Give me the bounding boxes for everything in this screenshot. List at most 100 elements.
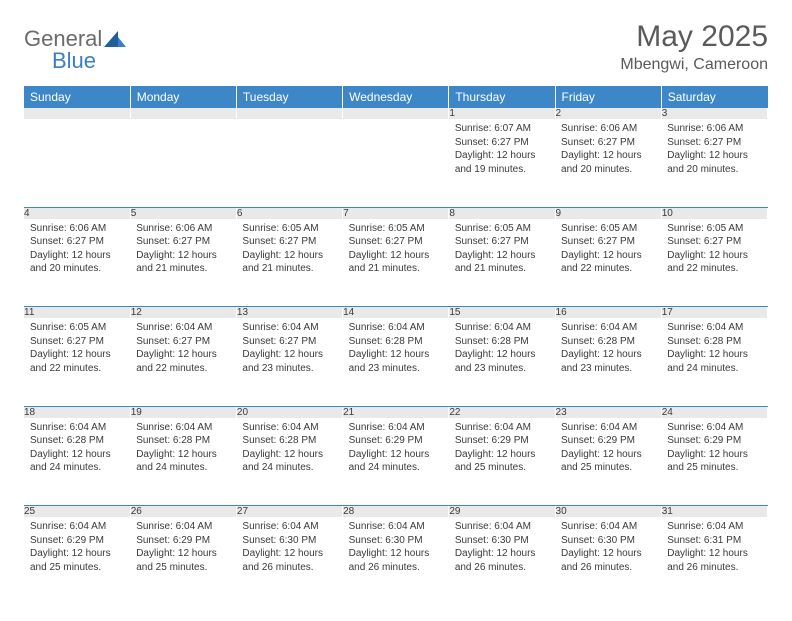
sunset-text: Sunset: 6:29 PM: [349, 434, 443, 448]
month-title: May 2025: [620, 20, 768, 54]
day-number: 9: [555, 208, 661, 219]
logo: GeneralBlue: [24, 20, 200, 74]
daynum-row: 25262728293031: [24, 506, 768, 517]
weekday-header: Saturday: [661, 86, 767, 108]
sunset-text: Sunset: 6:27 PM: [242, 335, 336, 349]
sunrise-text: Sunrise: 6:04 AM: [561, 520, 655, 534]
sunrise-text: Sunrise: 6:04 AM: [136, 321, 230, 335]
daylight-text: Daylight: 12 hours and 25 minutes.: [136, 547, 230, 574]
sunrise-text: Sunrise: 6:04 AM: [349, 520, 443, 534]
daylight-text: Daylight: 12 hours and 21 minutes.: [242, 249, 336, 276]
daynum-row: 123: [24, 108, 768, 119]
day-number: 12: [130, 307, 236, 318]
daylight-text: Daylight: 12 hours and 25 minutes.: [667, 448, 761, 475]
daynum-row: 45678910: [24, 208, 768, 219]
sunrise-text: Sunrise: 6:04 AM: [30, 421, 124, 435]
day-number: 19: [130, 407, 236, 418]
day-number: 4: [24, 208, 130, 219]
calendar-table: SundayMondayTuesdayWednesdayThursdayFrid…: [24, 86, 768, 605]
day-cell: Sunrise: 6:04 AMSunset: 6:30 PMDaylight:…: [236, 517, 342, 605]
daylight-text: Daylight: 12 hours and 24 minutes.: [242, 448, 336, 475]
empty-day: [130, 108, 236, 119]
sail-icon: [104, 31, 126, 47]
day-cell: Sunrise: 6:05 AMSunset: 6:27 PMDaylight:…: [236, 219, 342, 307]
weekday-header: Wednesday: [343, 86, 449, 108]
daylight-text: Daylight: 12 hours and 25 minutes.: [455, 448, 549, 475]
sunset-text: Sunset: 6:27 PM: [667, 136, 761, 150]
sunset-text: Sunset: 6:28 PM: [561, 335, 655, 349]
day-number: 15: [449, 307, 555, 318]
sunrise-text: Sunrise: 6:04 AM: [349, 321, 443, 335]
sunrise-text: Sunrise: 6:04 AM: [561, 321, 655, 335]
sunset-text: Sunset: 6:27 PM: [561, 235, 655, 249]
sunrise-text: Sunrise: 6:04 AM: [136, 421, 230, 435]
daylight-text: Daylight: 12 hours and 20 minutes.: [667, 149, 761, 176]
day-cell: Sunrise: 6:06 AMSunset: 6:27 PMDaylight:…: [555, 119, 661, 207]
sunset-text: Sunset: 6:30 PM: [561, 534, 655, 548]
daylight-text: Daylight: 12 hours and 24 minutes.: [30, 448, 124, 475]
empty-cell: [343, 119, 449, 207]
weekday-header: Friday: [555, 86, 661, 108]
day-number: 16: [555, 307, 661, 318]
location-label: Mbengwi, Cameroon: [620, 56, 768, 74]
day-number: 5: [130, 208, 236, 219]
daylight-text: Daylight: 12 hours and 23 minutes.: [242, 348, 336, 375]
day-cell: Sunrise: 6:04 AMSunset: 6:29 PMDaylight:…: [343, 418, 449, 506]
title-block: May 2025 Mbengwi, Cameroon: [620, 20, 768, 74]
day-number: 10: [661, 208, 767, 219]
day-cell: Sunrise: 6:04 AMSunset: 6:29 PMDaylight:…: [661, 418, 767, 506]
sunset-text: Sunset: 6:28 PM: [30, 434, 124, 448]
daylight-text: Daylight: 12 hours and 26 minutes.: [242, 547, 336, 574]
daylight-text: Daylight: 12 hours and 24 minutes.: [349, 448, 443, 475]
daylight-text: Daylight: 12 hours and 24 minutes.: [667, 348, 761, 375]
sunrise-text: Sunrise: 6:05 AM: [30, 321, 124, 335]
day-number: 13: [236, 307, 342, 318]
day-cell: Sunrise: 6:04 AMSunset: 6:28 PMDaylight:…: [555, 318, 661, 406]
day-cell: Sunrise: 6:04 AMSunset: 6:30 PMDaylight:…: [555, 517, 661, 605]
sunrise-text: Sunrise: 6:04 AM: [242, 520, 336, 534]
weekday-header: Tuesday: [236, 86, 342, 108]
sunrise-text: Sunrise: 6:06 AM: [667, 122, 761, 136]
day-number: 23: [555, 407, 661, 418]
week-row: Sunrise: 6:04 AMSunset: 6:28 PMDaylight:…: [24, 418, 768, 506]
daylight-text: Daylight: 12 hours and 19 minutes.: [455, 149, 549, 176]
empty-cell: [24, 119, 130, 207]
sunrise-text: Sunrise: 6:04 AM: [455, 421, 549, 435]
daylight-text: Daylight: 12 hours and 22 minutes.: [561, 249, 655, 276]
sunrise-text: Sunrise: 6:04 AM: [242, 421, 336, 435]
day-number: 18: [24, 407, 130, 418]
sunset-text: Sunset: 6:30 PM: [349, 534, 443, 548]
empty-cell: [130, 119, 236, 207]
sunset-text: Sunset: 6:30 PM: [455, 534, 549, 548]
sunset-text: Sunset: 6:28 PM: [455, 335, 549, 349]
sunset-text: Sunset: 6:28 PM: [349, 335, 443, 349]
empty-day: [24, 108, 130, 119]
daylight-text: Daylight: 12 hours and 24 minutes.: [136, 448, 230, 475]
sunset-text: Sunset: 6:31 PM: [667, 534, 761, 548]
sunset-text: Sunset: 6:30 PM: [242, 534, 336, 548]
day-number: 3: [661, 108, 767, 119]
sunset-text: Sunset: 6:29 PM: [561, 434, 655, 448]
weekday-header-row: SundayMondayTuesdayWednesdayThursdayFrid…: [24, 86, 768, 108]
sunrise-text: Sunrise: 6:04 AM: [667, 520, 761, 534]
sunrise-text: Sunrise: 6:06 AM: [30, 222, 124, 236]
logo-word2: Blue: [24, 48, 200, 74]
sunrise-text: Sunrise: 6:04 AM: [136, 520, 230, 534]
day-cell: Sunrise: 6:04 AMSunset: 6:29 PMDaylight:…: [555, 418, 661, 506]
sunset-text: Sunset: 6:27 PM: [667, 235, 761, 249]
sunset-text: Sunset: 6:28 PM: [242, 434, 336, 448]
day-number: 26: [130, 506, 236, 517]
sunset-text: Sunset: 6:29 PM: [136, 534, 230, 548]
week-row: Sunrise: 6:06 AMSunset: 6:27 PMDaylight:…: [24, 219, 768, 307]
daylight-text: Daylight: 12 hours and 26 minutes.: [455, 547, 549, 574]
sunrise-text: Sunrise: 6:05 AM: [349, 222, 443, 236]
daylight-text: Daylight: 12 hours and 21 minutes.: [136, 249, 230, 276]
day-cell: Sunrise: 6:04 AMSunset: 6:28 PMDaylight:…: [236, 418, 342, 506]
day-cell: Sunrise: 6:04 AMSunset: 6:29 PMDaylight:…: [449, 418, 555, 506]
empty-cell: [236, 119, 342, 207]
day-number: 27: [236, 506, 342, 517]
sunset-text: Sunset: 6:27 PM: [455, 136, 549, 150]
empty-day: [236, 108, 342, 119]
sunrise-text: Sunrise: 6:05 AM: [242, 222, 336, 236]
sunset-text: Sunset: 6:29 PM: [455, 434, 549, 448]
